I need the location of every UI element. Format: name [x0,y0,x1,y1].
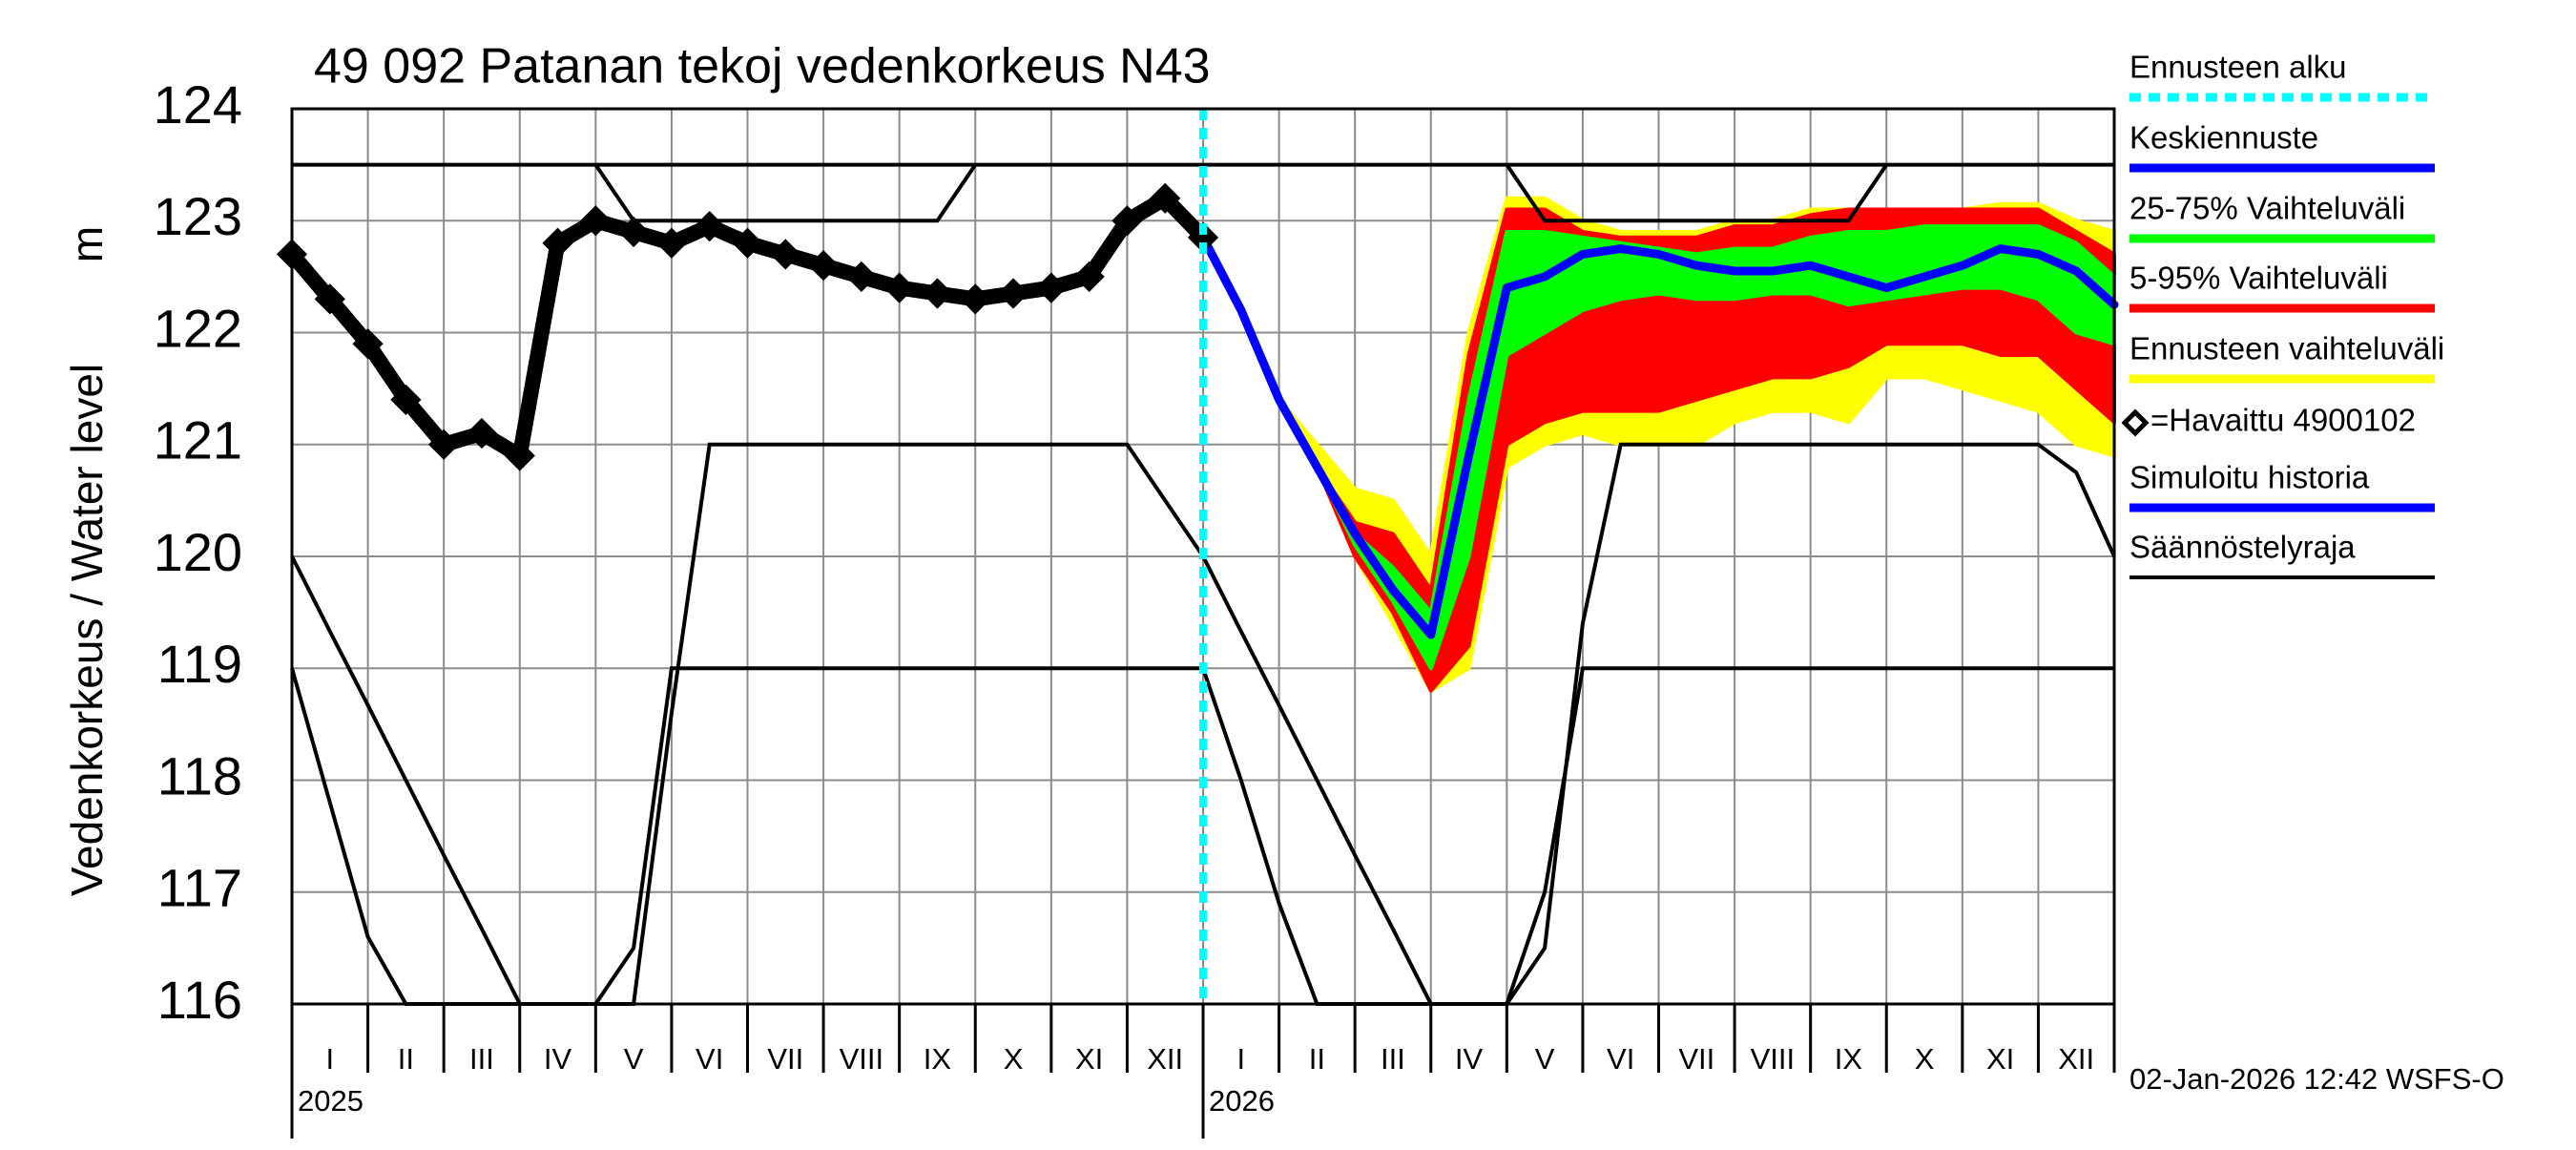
observed-marker [960,283,991,315]
x-tick-label: I [1236,1042,1245,1076]
y-tick-label: 116 [157,970,242,1030]
x-tick-label: XI [1075,1042,1103,1076]
limit-line [593,163,1888,223]
x-tick-label: VIII [1751,1042,1796,1076]
x-tick-label: IX [924,1042,952,1076]
observed-marker [428,429,460,460]
observed-marker [390,384,422,415]
legend-label: Ennusteen vaihteluväli [2129,331,2444,366]
legend-label: Simuloitu historia [2129,460,2370,495]
x-tick-label: X [1915,1042,1935,1076]
x-tick-label: VII [767,1042,803,1076]
x-tick-label: XII [2058,1042,2094,1076]
x-tick-label: VII [1678,1042,1714,1076]
legend-label: 25-75% Vaihteluväli [2129,191,2405,226]
legend-label: =Havaittu 4900102 [2150,403,2416,438]
x-tick-label: III [469,1042,494,1076]
x-tick-label: IV [544,1042,572,1076]
legend-symbol [2121,408,2150,437]
year-label: 2026 [1209,1084,1275,1118]
observed-marker [655,227,688,259]
x-tick-label: II [398,1042,414,1076]
observed-marker [580,205,612,237]
observed-marker [997,278,1029,309]
x-tick-label: V [624,1042,644,1076]
observed-marker [618,216,650,248]
legend-label: 5-95% Vaihteluväli [2129,261,2388,296]
y-tick-label: 117 [157,858,242,918]
x-tick-label: V [1535,1042,1555,1076]
y-tick-label: 123 [154,186,242,246]
x-tick-label: XI [1986,1042,2014,1076]
footer: 02-Jan-2026 12:42 WSFS-O [2129,1062,2504,1096]
y-tick-label: 120 [154,522,242,582]
x-tick-label: IX [1835,1042,1863,1076]
x-tick-label: VI [1607,1042,1634,1076]
observed-marker [1111,205,1143,237]
observed-marker [807,250,840,282]
observed-marker [694,210,725,242]
x-tick-label: II [1309,1042,1325,1076]
legend-label: Ennusteen alku [2129,50,2347,85]
observed-marker [883,272,915,303]
chart-title: 49 092 Patanan tekoj vedenkorkeus N43 [314,39,1211,94]
plot-frame [290,107,2116,1006]
observed-marker [770,239,801,270]
x-tick-label: X [1004,1042,1024,1076]
x-tick-label: XII [1147,1042,1183,1076]
observed-marker [352,328,384,360]
y-tick-label: 119 [157,634,242,694]
x-tick-label: VIII [840,1042,884,1076]
y-axis-unit: m [62,226,112,262]
observed-marker [542,227,573,259]
legend-label: Säännöstelyraja [2129,530,2356,565]
observed-marker [845,261,877,292]
y-tick-label: 124 [154,74,242,135]
y-tick-label: 121 [154,410,242,470]
series-line [1198,233,2119,639]
x-tick-label: VI [696,1042,723,1076]
y-tick-label: 122 [154,298,242,358]
x-tick-label: I [325,1042,334,1076]
x-tick-label: IV [1455,1042,1484,1076]
observed-marker [1035,272,1067,303]
observed-marker [1150,182,1181,214]
observed-marker [922,278,953,309]
observed-marker [732,227,763,259]
year-label: 2025 [298,1084,364,1118]
x-tick-label: III [1381,1042,1405,1076]
y-axis-label: Vedenkorkeus / Water level [62,364,112,896]
y-tick-label: 118 [157,745,242,805]
observed-marker [1073,261,1105,292]
observed-marker [466,417,498,450]
observed-marker [314,283,345,315]
observed-marker [504,440,535,471]
legend-label: Keskiennuste [2129,120,2318,156]
